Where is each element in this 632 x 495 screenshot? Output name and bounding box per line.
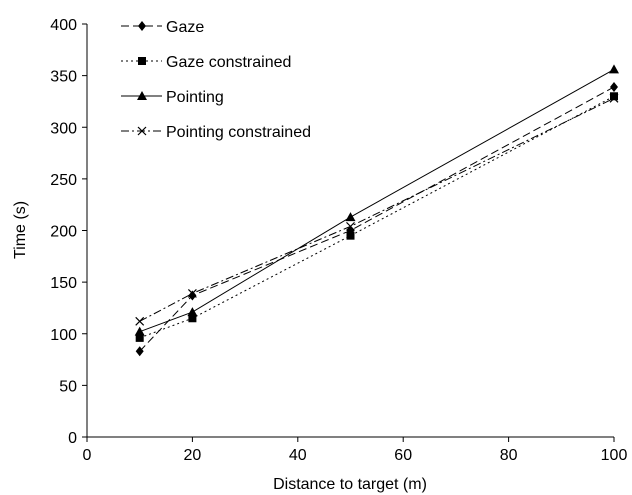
legend-item: Gaze [121,19,204,36]
y-tick-label: 150 [50,275,77,292]
legend: Gaze Gaze constrained Pointing Pointing con… [121,19,311,141]
x-tick-label: 100 [601,447,628,464]
y-ticks: 0 50 100 150 200 250 300 350 400 [50,17,87,447]
legend-label: Gaze constrained [166,54,291,71]
y-axis-title: Time (s) [12,201,29,259]
data-point [187,289,197,298]
data-point [135,316,145,326]
x-tick-label: 80 [500,447,518,464]
series-layer [134,64,619,357]
series-line [139,68,615,333]
legend-item: Pointing constrained [121,124,311,141]
y-tick-label: 300 [50,120,77,137]
series-line [139,97,615,322]
legend-marker [138,21,146,31]
y-tick-label: 250 [50,172,77,189]
data-point [346,231,355,240]
x-tick-label: 20 [184,447,202,464]
data-point [188,314,197,323]
data-point [610,92,618,101]
y-tick-label: 350 [50,69,77,86]
series-2 [134,64,619,336]
series-line [139,86,615,352]
data-point [187,307,198,317]
series-3 [135,93,619,326]
data-point [135,333,144,342]
legend-marker [138,57,146,65]
data-point [610,81,618,92]
legend-item: Pointing [121,89,224,106]
data-point [609,93,619,103]
legend-marker [137,91,147,100]
data-point [346,221,355,231]
data-point [609,64,619,74]
y-tick-label: 100 [50,327,77,344]
legend-label: Pointing constrained [166,124,311,141]
legend-label: Gaze [166,19,204,36]
y-tick-label: 400 [50,17,77,34]
legend-marker [137,126,147,136]
x-ticks: 0 20 40 60 80 100 [83,437,628,464]
x-axis-title: Distance to target (m) [273,476,427,493]
legend-item: Gaze constrained [121,54,291,71]
x-tick-label: 0 [83,447,92,464]
x-tick-label: 40 [289,447,307,464]
y-tick-label: 200 [50,224,77,241]
data-point [134,326,145,336]
data-point [135,346,144,357]
series-line [139,95,615,339]
y-tick-label: 0 [68,430,77,447]
x-tick-label: 60 [394,447,412,464]
series-1 [135,92,618,342]
data-point [188,290,197,301]
y-tick-label: 50 [59,378,77,395]
legend-label: Pointing [166,89,224,106]
data-point [345,212,356,222]
